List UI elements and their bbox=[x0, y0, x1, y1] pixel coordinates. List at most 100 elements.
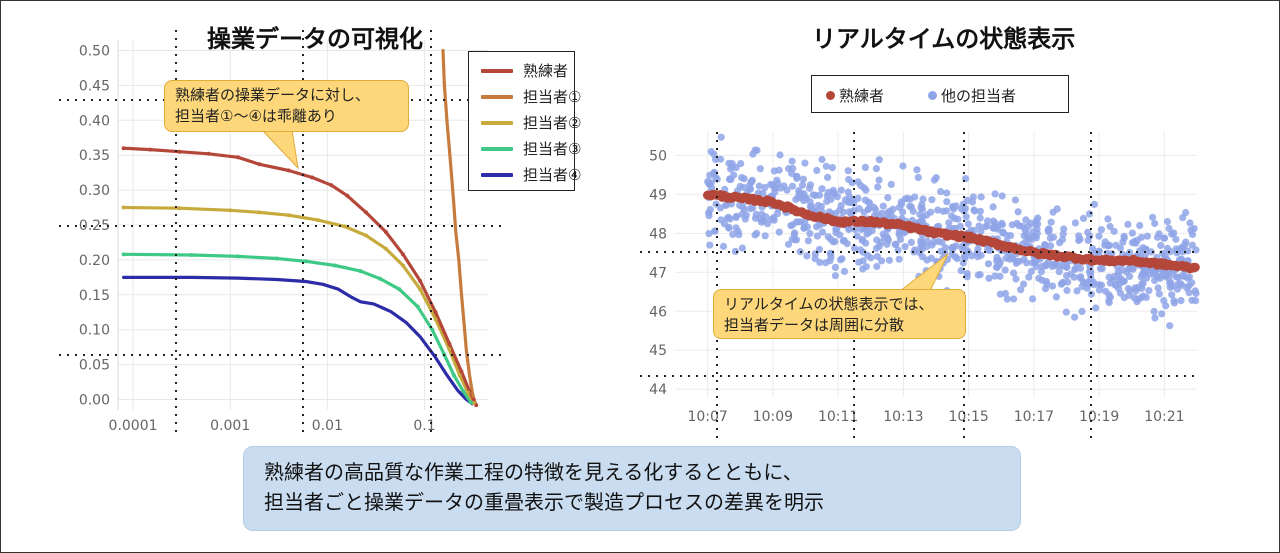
scatter-point-others bbox=[1170, 299, 1178, 307]
left-y-tick-label: 0.25 bbox=[79, 218, 110, 234]
scatter-point-others bbox=[998, 192, 1006, 200]
scatter-point-others bbox=[1106, 293, 1114, 301]
point-worker2 bbox=[418, 287, 423, 292]
scatter-point-others bbox=[1084, 278, 1092, 286]
scatter-point-others bbox=[1123, 268, 1131, 276]
legend-item-others-dot: 他の担当者 bbox=[928, 85, 1016, 106]
point-expert bbox=[418, 278, 423, 283]
legend-label-worker1: 担当者① bbox=[523, 88, 582, 106]
scatter-point-others bbox=[822, 162, 830, 170]
scatter-point-others bbox=[1085, 210, 1094, 218]
scatter-point-others bbox=[706, 205, 714, 214]
scatter-point-others bbox=[1192, 297, 1200, 305]
scatter-point-others bbox=[1049, 233, 1058, 241]
point-worker2 bbox=[257, 210, 262, 215]
scatter-point-others bbox=[1076, 274, 1085, 282]
legend-label-others-dot: 他の担当者 bbox=[941, 87, 1017, 105]
scatter-point-others bbox=[725, 223, 733, 231]
scatter-point-others bbox=[806, 229, 814, 238]
scatter-point-others bbox=[1086, 232, 1094, 240]
scatter-point-others bbox=[1042, 277, 1051, 286]
scatter-point-others bbox=[1102, 287, 1110, 295]
point-expert bbox=[177, 149, 182, 154]
scatter-point-others bbox=[958, 245, 966, 253]
point-expert bbox=[383, 229, 388, 234]
scatter-point-others bbox=[712, 174, 720, 182]
scatter-point-others bbox=[725, 213, 733, 222]
scatter-point-others bbox=[736, 182, 744, 190]
scatter-point-others bbox=[1012, 275, 1020, 283]
scatter-point-others bbox=[1045, 226, 1053, 234]
scatter-point-others bbox=[1071, 265, 1080, 273]
scatter-point-others bbox=[838, 255, 846, 263]
point-worker2 bbox=[177, 206, 182, 211]
scatter-point-others bbox=[1139, 292, 1147, 300]
scatter-point-others bbox=[864, 205, 873, 213]
scatter-point-others bbox=[1168, 230, 1176, 238]
scatter-point-others bbox=[948, 212, 956, 220]
scatter-point-others bbox=[1095, 286, 1103, 294]
scatter-point-others bbox=[752, 210, 760, 218]
scatter-point-others bbox=[1067, 270, 1075, 278]
scatter-point-others bbox=[989, 203, 997, 211]
left-chart-legend: 熟練者 担当者① 担当者② 担当者③ 担当者④ bbox=[468, 51, 581, 191]
point-expert bbox=[121, 146, 126, 151]
scatter-point-others bbox=[727, 175, 735, 183]
scatter-point-others bbox=[1017, 286, 1025, 294]
scatter-point-others bbox=[1143, 232, 1151, 240]
scatter-point-others bbox=[962, 213, 970, 221]
scatter-point-others bbox=[1041, 285, 1050, 293]
scatter-point-others bbox=[1173, 285, 1181, 293]
right-chart-title: リアルタイムの状態表示 bbox=[812, 25, 1076, 53]
scatter-point-others bbox=[780, 182, 788, 190]
right-x-tick-label: 10:15 bbox=[948, 409, 988, 425]
scatter-point-others bbox=[1112, 241, 1120, 249]
right-chart-callout: リアルタイムの状態表示では、 担当者データは周囲に分散 bbox=[713, 289, 966, 339]
scatter-point-others bbox=[1155, 290, 1163, 298]
scatter-point-others bbox=[875, 156, 883, 164]
scatter-point-others bbox=[884, 194, 892, 202]
point-worker3 bbox=[303, 259, 308, 264]
scatter-point-others bbox=[1048, 282, 1057, 290]
scatter-point-others bbox=[788, 182, 797, 190]
scatter-point-others bbox=[1105, 299, 1113, 307]
right-y-tick-label: 48 bbox=[649, 226, 667, 242]
legend-label-expert: 熟練者 bbox=[523, 62, 569, 80]
scatter-point-others bbox=[1104, 215, 1112, 223]
scatter-point-others bbox=[1062, 308, 1070, 316]
scatter-point-others bbox=[705, 180, 713, 188]
scatter-point-others bbox=[761, 183, 769, 191]
scatter-point-others bbox=[1165, 224, 1173, 233]
scatter-point-others bbox=[943, 198, 951, 206]
point-worker3 bbox=[397, 287, 402, 292]
scatter-point-others bbox=[1163, 244, 1171, 252]
point-expert bbox=[433, 310, 438, 315]
scatter-point-others bbox=[840, 237, 848, 245]
right-x-tick-label: 10:19 bbox=[1079, 409, 1119, 425]
scatter-point-others bbox=[1132, 239, 1140, 247]
scatter-point-others bbox=[1049, 260, 1057, 268]
point-expert bbox=[447, 341, 452, 346]
scatter-point-others bbox=[1014, 208, 1022, 216]
scatter-point-others bbox=[939, 207, 947, 215]
left-chart-callout: 熟練者の操業データに対し、 担当者①～④は乖離あり bbox=[164, 80, 409, 132]
scatter-point-others bbox=[938, 238, 946, 246]
left-y-tick-label: 0.20 bbox=[79, 253, 110, 269]
left-y-tick-label: 0.30 bbox=[79, 183, 110, 199]
point-worker3 bbox=[189, 253, 194, 258]
scatter-point-others bbox=[817, 202, 826, 211]
scatter-point-others bbox=[991, 190, 999, 198]
scatter-point-others bbox=[826, 257, 834, 265]
scatter-point-others bbox=[1179, 214, 1187, 222]
scatter-point-others bbox=[1032, 234, 1040, 242]
right-x-tick-label: 10:09 bbox=[753, 409, 793, 425]
scatter-point-others bbox=[1025, 273, 1033, 281]
scatter-point-others bbox=[930, 238, 938, 246]
scatter-point-others bbox=[753, 229, 761, 237]
scatter-point-others bbox=[1154, 284, 1162, 292]
scatter-point-others bbox=[1172, 245, 1180, 253]
scatter-point-others bbox=[923, 237, 931, 245]
scatter-point-others bbox=[1079, 214, 1088, 222]
scatter-point-others bbox=[827, 235, 835, 243]
